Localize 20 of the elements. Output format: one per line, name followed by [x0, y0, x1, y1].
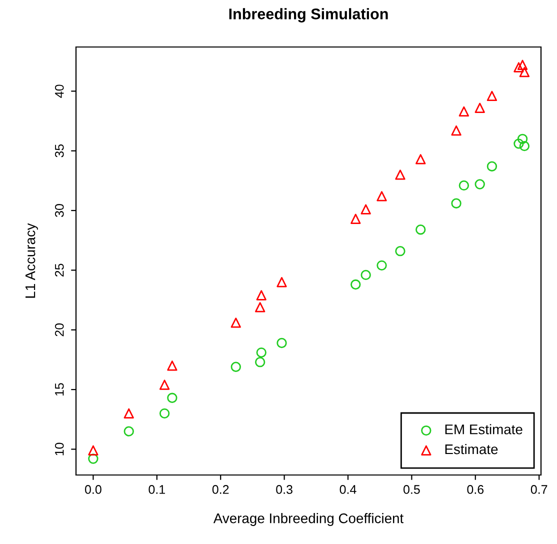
- legend-label: Estimate: [445, 444, 498, 454]
- y-tick-label: 30: [54, 204, 64, 217]
- x-axis-title: Average Inbreeding Coefficient: [213, 513, 404, 526]
- x-tick-label: 0.3: [276, 485, 292, 494]
- x-tick-label: 0.1: [148, 485, 165, 494]
- x-tick-label: 0.6: [467, 485, 484, 494]
- y-tick-label: 10: [54, 442, 64, 456]
- y-tick-label: 15: [55, 383, 64, 396]
- y-axis-title: L1 Accuracy: [26, 223, 38, 298]
- x-tick-label: 0.5: [403, 485, 420, 494]
- y-tick-label: 25: [54, 264, 64, 277]
- x-tick-label: 0.7: [530, 485, 548, 494]
- y-tick-label: 20: [54, 323, 64, 336]
- legend-label: EM Estimate: [445, 424, 522, 434]
- x-tick-label: 0.2: [212, 485, 229, 494]
- y-tick-label: 35: [54, 144, 64, 158]
- chart-title: Inbreeding Simulation: [229, 8, 388, 22]
- x-tick-label: 0.4: [340, 485, 356, 494]
- x-tick-label: 0.0: [85, 485, 102, 494]
- y-tick-label: 40: [54, 84, 64, 98]
